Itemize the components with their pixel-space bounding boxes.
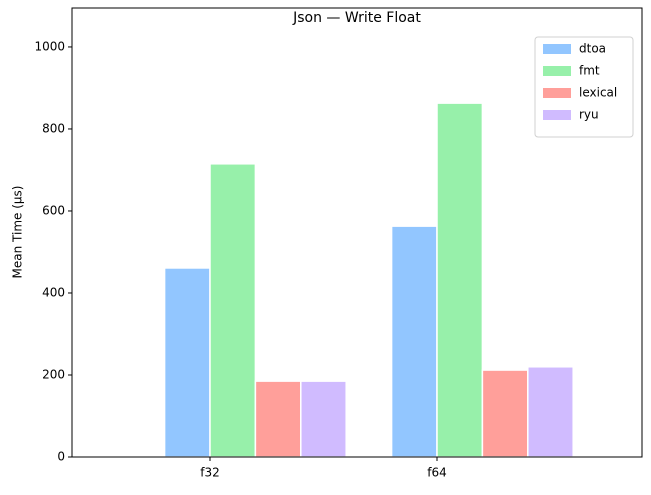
- y-tick-label: 1000: [34, 39, 65, 53]
- y-axis-label: Mean Time (µs): [11, 186, 25, 279]
- x-tick-label: f64: [427, 466, 447, 480]
- bar: [254, 380, 302, 458]
- y-tick-label: 600: [42, 203, 65, 217]
- bar: [209, 163, 257, 458]
- bar: [481, 369, 529, 458]
- bar: [300, 380, 347, 458]
- bar: [527, 366, 574, 458]
- x-tick-label: f32: [200, 466, 220, 480]
- legend-swatch: [543, 44, 571, 54]
- y-tick-label: 200: [42, 367, 65, 381]
- legend-label: ryu: [579, 108, 599, 122]
- bar: [163, 267, 211, 458]
- legend-swatch: [543, 88, 571, 98]
- legend-label: dtoa: [579, 42, 606, 56]
- legend-label: fmt: [579, 64, 600, 78]
- y-tick-label: 400: [42, 285, 65, 299]
- legend-swatch: [543, 110, 571, 120]
- legend-swatch: [543, 66, 571, 76]
- plot-frame: [71, 7, 643, 458]
- legend-label: lexical: [579, 86, 617, 100]
- y-tick-label: 0: [57, 450, 65, 464]
- bar: [436, 102, 484, 458]
- bar: [390, 225, 438, 458]
- y-tick-label: 800: [42, 121, 65, 135]
- chart-title: Json — Write Float: [292, 10, 421, 26]
